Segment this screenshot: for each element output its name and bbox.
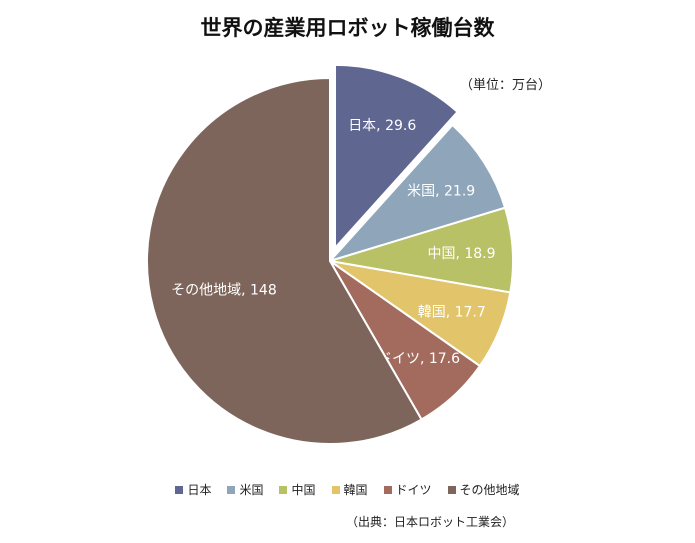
- legend-swatch: [331, 485, 340, 494]
- legend-label: ドイツ: [395, 483, 432, 497]
- slice-data-label: 中国, 18.9: [427, 246, 495, 262]
- chart-title: 世界の産業用ロボット稼働台数: [200, 16, 495, 40]
- pie-slice: [326, 123, 507, 264]
- source-note: （出典：日本ロボット工業会）: [346, 515, 515, 529]
- unit-note: （単位：万台）: [460, 78, 552, 93]
- slice-data-label: ドイツ, 17.6: [378, 351, 460, 367]
- legend-item: 日本: [175, 481, 211, 498]
- slice-data-label: 米国, 21.9: [407, 183, 475, 199]
- legend: 日本 米国 中国 韓国 ドイツ その他地域: [0, 481, 695, 498]
- legend-swatch: [227, 485, 236, 494]
- legend-item: 米国: [227, 481, 263, 498]
- legend-swatch: [175, 485, 184, 494]
- legend-item: その他地域: [447, 481, 520, 498]
- slice-data-label: 韓国, 17.7: [418, 304, 486, 320]
- legend-item: 韓国: [331, 481, 368, 498]
- pie-slice: [334, 63, 459, 251]
- legend-label: 韓国: [343, 483, 368, 497]
- legend-swatch: [447, 485, 456, 494]
- legend-label: その他地域: [459, 483, 520, 497]
- legend-label: 米国: [239, 483, 264, 497]
- legend-label: 日本: [187, 483, 212, 497]
- legend-swatch: [383, 485, 392, 494]
- slice-data-label: その他地域, 148: [171, 282, 277, 298]
- legend-label: 中国: [291, 483, 316, 497]
- slice-data-label: 日本, 29.6: [348, 118, 416, 134]
- pie-slice: [146, 76, 423, 445]
- legend-item: 中国: [279, 481, 316, 498]
- legend-item: ドイツ: [383, 481, 432, 498]
- legend-swatch: [279, 485, 288, 494]
